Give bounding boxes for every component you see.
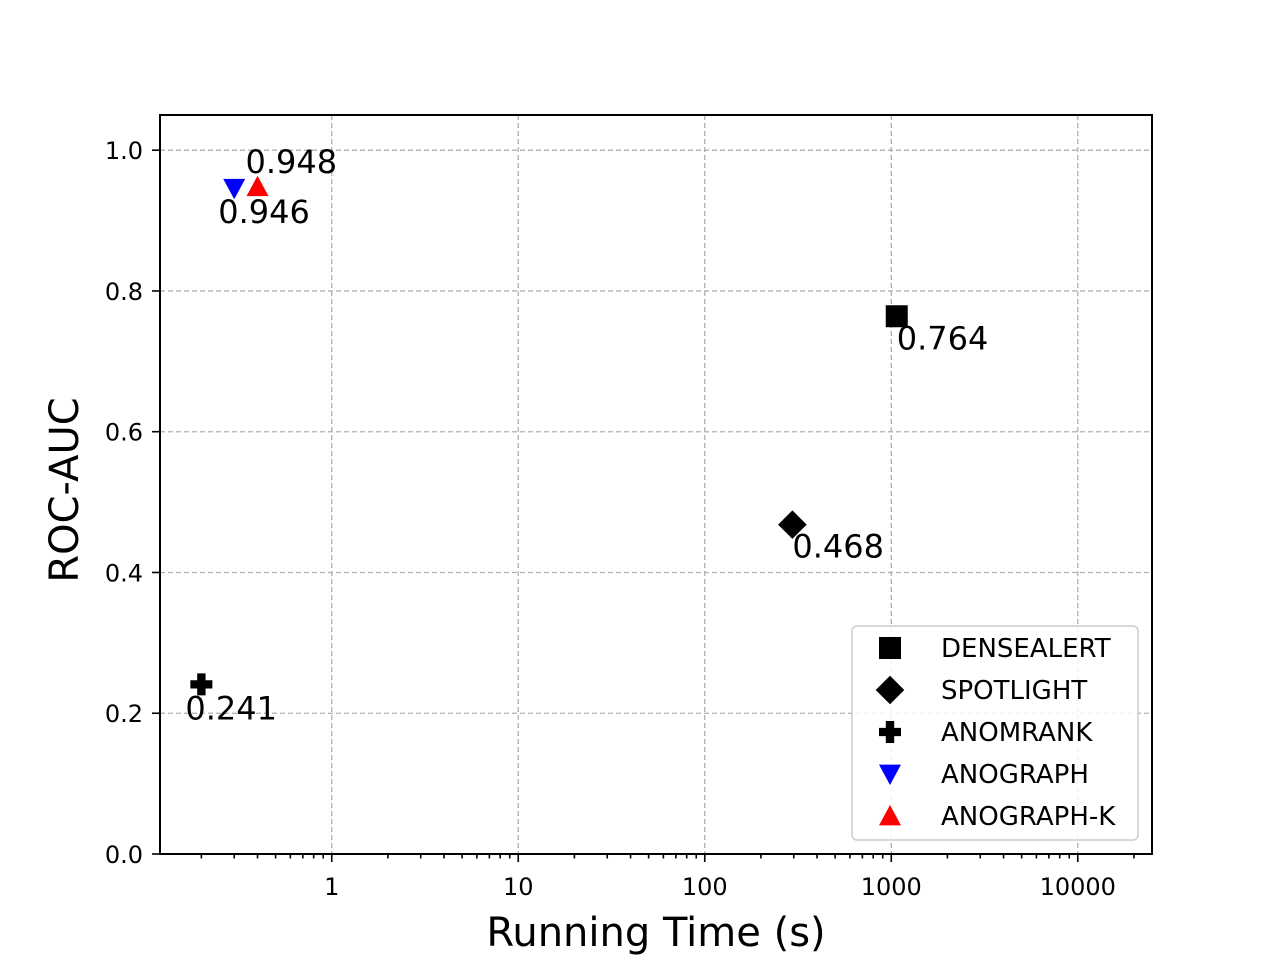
legend-marker-anomrank xyxy=(879,721,901,743)
x-tick-label: 1 xyxy=(324,873,339,901)
y-tick-label: 0.4 xyxy=(105,559,143,587)
data-label-anomrank: 0.241 xyxy=(185,689,277,727)
data-labels: 0.764 0.468 0.241 0.946 0.948 xyxy=(185,143,988,728)
marker-densealert xyxy=(885,305,908,328)
plot-frame xyxy=(159,114,1153,855)
marker-anograph xyxy=(223,178,246,200)
legend-entry-spotlight: SPOTLIGHT xyxy=(941,676,1087,706)
y-tick-label: 0.6 xyxy=(105,419,143,447)
x-tick-label: 10000 xyxy=(1040,873,1116,901)
x-tick-label: 10 xyxy=(503,873,534,901)
legend-marker-spotlight xyxy=(875,675,905,705)
data-label-densealert: 0.764 xyxy=(897,319,989,357)
y-tick-label: 0.8 xyxy=(105,278,143,306)
legend-entry-anograph-k: ANOGRAPH-K xyxy=(941,802,1116,832)
legend-marker-anograph-k xyxy=(879,805,901,826)
data-markers xyxy=(190,175,908,696)
axis-ticks: 1 10 100 1000 10000 0.0 0.2 0.4 0.6 0.8 1.0 xyxy=(105,137,1135,901)
marker-anograph-k xyxy=(246,175,269,197)
marker-anomrank xyxy=(190,673,213,696)
marker-spotlight xyxy=(778,510,807,539)
legend-marker-anograph xyxy=(879,764,901,785)
data-label-anograph: 0.946 xyxy=(218,193,310,231)
y-axis-title: ROC-AUC xyxy=(42,397,88,582)
y-tick-label: 0.2 xyxy=(105,700,143,728)
y-tick-label: 0.0 xyxy=(105,841,143,869)
legend-entry-densealert: DENSEALERT xyxy=(941,634,1111,664)
x-axis-title: Running Time (s) xyxy=(486,910,825,956)
data-label-anograph-k: 0.948 xyxy=(246,143,338,181)
data-label-spotlight: 0.468 xyxy=(792,528,884,566)
legend: DENSEALERT SPOTLIGHT ANOMRANK ANOGRAPH ANOGR… xyxy=(851,625,1139,841)
x-tick-label: 1000 xyxy=(861,873,922,901)
x-tick-label: 100 xyxy=(682,873,728,901)
legend-marker-densealert xyxy=(879,637,901,659)
legend-entry-anograph: ANOGRAPH xyxy=(941,760,1089,790)
legend-box xyxy=(851,625,1139,841)
legend-entry-anomrank: ANOMRANK xyxy=(941,718,1093,748)
y-tick-label: 1.0 xyxy=(105,137,143,165)
